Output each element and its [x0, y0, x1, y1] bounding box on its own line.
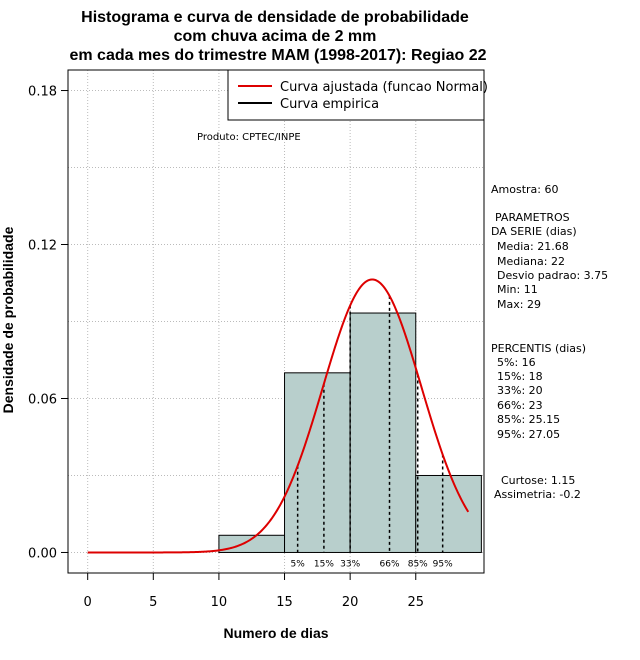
stat-p66: 66%: 23: [497, 399, 543, 412]
stat-percentis-title: PERCENTIS (dias): [491, 342, 586, 355]
x-tick-label-2: 10: [211, 595, 228, 610]
histogram-bars: [218, 312, 482, 553]
stat-p95: 95%: 27.05: [497, 428, 560, 441]
stat-p5: 5%: 16: [497, 356, 536, 369]
percentile-lines: 5% 15% 33% 66% 85% 95%: [291, 295, 453, 569]
x-tick-label-5: 25: [407, 595, 424, 610]
stat-param-title-2: DA SERIE (dias): [491, 225, 577, 238]
stat-p85: 85%: 25.15: [497, 413, 560, 426]
stat-mediana: Mediana: 22: [497, 255, 565, 268]
legend-box: [227, 69, 485, 121]
side-stats: Amostra: 60 PARAMETROS DA SERIE (dias) M…: [491, 183, 608, 501]
stat-desvio: Desvio padrao: 3.75: [497, 269, 608, 282]
percentile-label-3: 66%: [380, 559, 400, 569]
stat-media: Media: 21.68: [497, 240, 569, 253]
stat-amostra: Amostra: 60: [491, 183, 558, 196]
chart-title-line-2: com chuva acima de 2 mm: [174, 28, 377, 45]
percentile-label-1: 15%: [314, 559, 334, 569]
percentile-label-2: 33%: [340, 559, 360, 569]
x-tick-label-1: 5: [149, 595, 157, 610]
histogram-bar-1: [284, 372, 351, 553]
legend: Curva ajustada (funcao Normal) Curva emp…: [227, 69, 488, 121]
percentile-label-5: 95%: [433, 559, 453, 569]
y-tick-label-2: 0.12: [28, 239, 57, 254]
percentile-label-0: 5%: [291, 559, 306, 569]
stat-max: Max: 29: [497, 298, 541, 311]
legend-label-empirical: Curva empirica: [280, 97, 379, 112]
stat-assimetria: Assimetria: -0.2: [494, 488, 581, 501]
x-axis: 0 5 10 15 20 25: [84, 572, 424, 610]
x-tick-label-4: 20: [342, 595, 359, 610]
histogram-bar-2: [349, 312, 417, 553]
chart-title-line-1: Histograma e curva de densidade de proba…: [81, 9, 469, 26]
stat-p15: 15%: 18: [497, 370, 543, 383]
histogram-bar-3: [415, 474, 482, 553]
stat-curtose: Curtose: 1.15: [501, 474, 575, 487]
y-tick-label-0: 0.00: [28, 546, 57, 561]
x-tick-label-3: 15: [276, 595, 293, 610]
stat-param-title-1: PARAMETROS: [495, 211, 570, 224]
y-tick-label-3: 0.18: [28, 85, 57, 100]
chart-title-line-3: em cada mes do trimestre MAM (1998-2017)…: [69, 47, 486, 64]
fitted-normal-curve: [87, 278, 470, 554]
x-tick-label-0: 0: [84, 595, 92, 610]
y-tick-label-1: 0.06: [28, 392, 57, 407]
y-axis-label: Densidade de probabilidade: [0, 226, 16, 413]
y-axis: 0.00 0.06 0.12 0.18: [28, 85, 68, 561]
product-label: Produto: CPTEC/INPE: [197, 132, 301, 143]
legend-label-fitted: Curva ajustada (funcao Normal): [280, 80, 488, 95]
stat-min: Min: 11: [497, 283, 538, 296]
percentile-label-4: 85%: [408, 559, 428, 569]
x-axis-label: Numero de dias: [223, 625, 328, 641]
stat-p33: 33%: 20: [497, 384, 543, 397]
